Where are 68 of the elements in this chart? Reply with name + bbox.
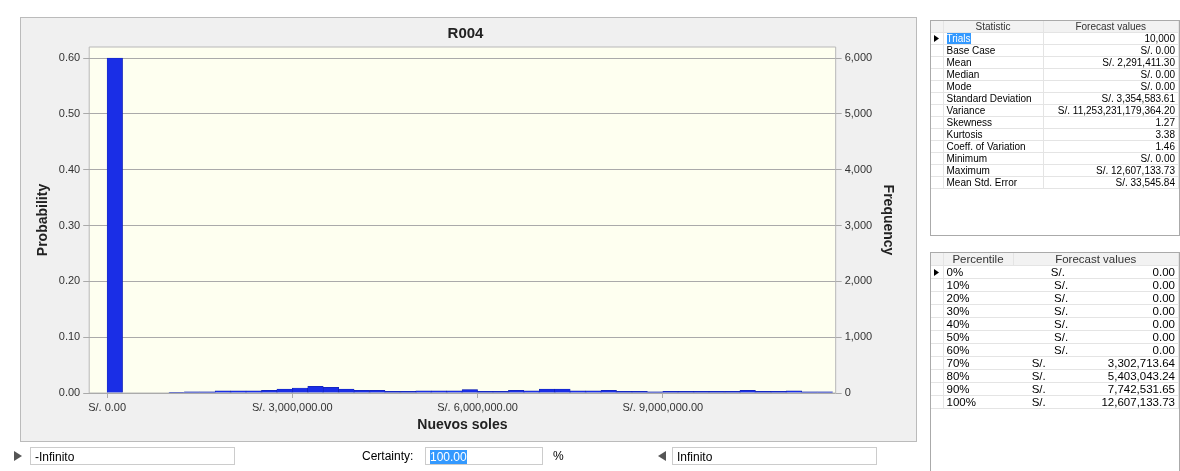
text: 1.27 [1043,116,1179,129]
y-tick-label: 0.50 [58,107,81,119]
text: Mode [946,81,972,92]
y-tick-label: 0.20 [58,274,81,287]
x-tick-label: S/. 0.00 [88,400,127,413]
text: 60% S/. 0.00 [946,344,1175,356]
text: Kurtosis [946,129,983,140]
text: Mean [946,57,972,68]
text: S/. 0.00 [1043,152,1179,165]
y-tick-label: 0.60 [58,51,81,64]
text: S/. 0.00 [1043,80,1179,93]
y2-tick-label: 5,000 [844,107,873,119]
text: S/. 0.00 [1043,44,1179,57]
text: Infinito [672,447,877,465]
x-tick-label: S/. 9,000,000.00 [622,400,704,413]
text: Coeff. of Variation [946,141,1026,152]
text: Base Case [946,45,996,56]
text: -Infinito [30,447,235,465]
text: Standard Deviation [946,93,1032,104]
text: Percentile [943,253,1013,266]
x-tick-label: S/. 6,000,000.00 [437,400,518,413]
text: S/. 3,354,583.61 [1043,92,1179,105]
text: 50% S/. 0.00 [946,331,1175,343]
y-tick-label: 0.10 [58,330,81,343]
y2-tick-label: 2,000 [844,274,873,287]
text: 20% S/. 0.00 [946,292,1175,304]
text: 100.00 [430,450,467,464]
chart-title: R004 [447,24,485,42]
text: 100% S/. 12,607,133.73 [946,396,1175,408]
text: 1.46 [1043,140,1179,153]
text: Statistic [943,21,1043,33]
text: 40% S/. 0.00 [946,318,1175,330]
text: 70% S/. 3,302,713.64 [946,357,1175,369]
x-axis-title: Nuevos soles [417,416,508,433]
text: S/. 0.00 [1043,68,1179,81]
text: Mean Std. Error [946,177,1018,188]
y2-axis-title: Frequency [880,184,897,256]
y2-tick-label: 3,000 [844,218,873,231]
text: 10,000 [1043,32,1179,45]
text: Skewness [946,117,993,128]
text: 90% S/. 7,742,531.65 [946,383,1175,395]
text: Certainty: [362,449,414,463]
text: 3.38 [1043,128,1179,141]
y-tick-label: 0.40 [58,162,81,175]
y2-tick-label: 0 [844,386,851,399]
text: 0% S/. 0.00 [946,266,1175,278]
text: Trials [946,33,971,44]
text: Variance [946,105,986,116]
text: S/. 2,291,411.30 [1043,56,1179,69]
text: S/. 12,607,133.73 [1043,164,1179,177]
text: S/. 11,253,231,179,364.20 [1043,104,1179,117]
y-axis-title: Probability [34,183,51,257]
text: Median [946,69,980,80]
text: Forecast values [1013,253,1179,266]
text: Forecast values [1043,21,1179,33]
y2-tick-label: 1,000 [844,330,873,343]
text: Maximum [946,165,990,176]
text: Minimum [946,153,988,164]
y2-tick-label: 6,000 [844,51,873,64]
text: 10% S/. 0.00 [946,279,1175,291]
text: 30% S/. 0.00 [946,305,1175,317]
y-tick-label: 0.30 [58,218,81,231]
y-tick-label: 0.00 [58,386,81,399]
text: 80% S/. 5,403,043.24 [946,370,1175,382]
y2-tick-label: 4,000 [844,162,873,175]
text: % [553,449,564,463]
x-tick-label: S/. 3,000,000.00 [251,400,333,413]
text: S/. 33,545.84 [1043,176,1179,189]
